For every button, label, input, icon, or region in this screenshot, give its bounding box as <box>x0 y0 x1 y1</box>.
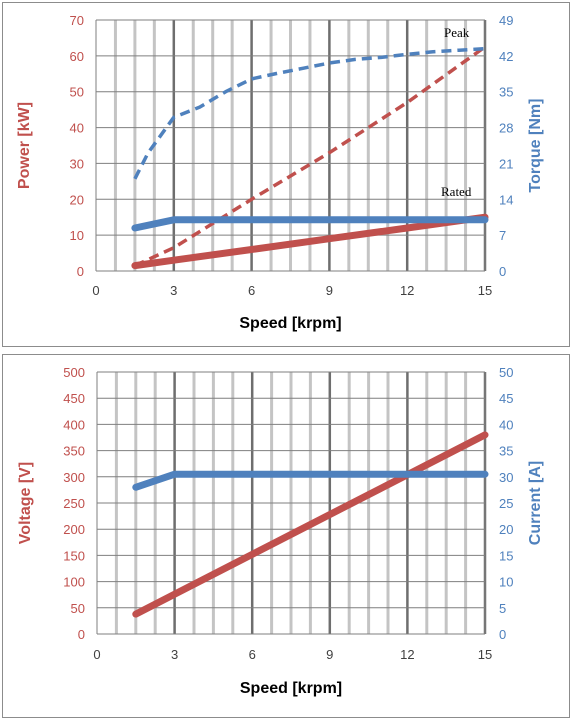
right-axis-tick-label: 35 <box>499 85 513 100</box>
left-axis-tick-label: 100 <box>63 575 85 590</box>
left-axis-dashed-series-line <box>134 45 487 268</box>
left-axis-tick-label: 450 <box>63 391 85 406</box>
power-torque-chart-panel: 0 10 20 30 40 50 60 70 0 7 14 21 28 35 42 49 0 3 6 9 12 15 Pow… <box>2 2 570 347</box>
right-axis-solid-series-line <box>131 216 489 232</box>
right-axis-title: Current [A] <box>527 461 544 545</box>
left-axis-tick-label: 350 <box>63 444 85 459</box>
right-axis-tick-label: 10 <box>499 575 513 590</box>
right-axis-tick-label: 20 <box>499 522 513 537</box>
annotation-label: Peak <box>444 25 470 40</box>
left-axis-title: Voltage [V] <box>17 462 34 544</box>
annotation-label: Rated <box>441 184 472 199</box>
x-axis-title: Speed [krpm] <box>240 680 342 697</box>
left-axis-tick-label: 50 <box>70 85 84 100</box>
x-axis-tick-label: 6 <box>249 647 256 662</box>
x-axis-tick-label: 15 <box>478 647 492 662</box>
right-axis-tick-label: 0 <box>499 627 506 642</box>
right-axis-tick-label: 40 <box>499 417 513 432</box>
x-axis-tick-label: 15 <box>478 283 492 298</box>
right-axis-tick-label: 0 <box>499 264 506 279</box>
x-axis-tick-label: 9 <box>326 283 333 298</box>
power-torque-chart: 0 10 20 30 40 50 60 70 0 7 14 21 28 35 42 49 0 3 6 9 12 15 Pow… <box>16 13 544 332</box>
left-axis-tick-label: 0 <box>78 627 85 642</box>
voltage-current-chart: 0501001502002503003504004505000510152025… <box>17 365 544 697</box>
left-axis-tick-label: 300 <box>63 470 85 485</box>
x-axis-tick-label: 6 <box>248 283 255 298</box>
right-axis-tick-label: 42 <box>499 49 513 64</box>
x-axis-tick-label: 12 <box>400 283 414 298</box>
left-axis-tick-label: 500 <box>63 365 85 380</box>
right-axis-tick-label: 21 <box>499 156 513 171</box>
right-axis-tick-label: 50 <box>499 365 513 380</box>
x-axis-tick-label: 0 <box>93 647 100 662</box>
left-axis-title: Power [kW] <box>16 102 33 189</box>
x-axis-tick-label: 12 <box>400 647 414 662</box>
x-axis-tick-label: 3 <box>170 283 177 298</box>
left-axis-tick-label: 30 <box>70 156 84 171</box>
left-axis-solid-series-line <box>131 213 489 270</box>
left-axis-tick-label: 20 <box>70 192 84 207</box>
right-axis-tick-label: 25 <box>499 496 513 511</box>
left-axis-tick-label: 250 <box>63 496 85 511</box>
right-axis-tick-label: 28 <box>499 121 513 136</box>
left-axis-tick-label: 40 <box>70 121 84 136</box>
right-axis-tick-label: 7 <box>499 228 506 243</box>
x-axis-tick-label: 9 <box>326 647 333 662</box>
voltage-current-chart-panel: 0 50 100 150 200 250 300 350 400 450 500 0 5 10 15 20 25… <box>2 354 570 718</box>
left-axis-tick-label: 150 <box>63 548 85 563</box>
left-axis-tick-label: 0 <box>77 264 84 279</box>
right-axis-solid-series-line <box>132 470 489 491</box>
right-axis-tick-label: 45 <box>499 391 513 406</box>
left-axis-tick-label: 70 <box>70 13 84 28</box>
left-axis-tick-label: 50 <box>71 601 85 616</box>
left-axis-solid-series-line <box>132 431 489 618</box>
left-axis-tick-label: 10 <box>70 228 84 243</box>
right-axis-tick-label: 15 <box>499 548 513 563</box>
right-axis-title: Torque [Nm] <box>527 99 544 193</box>
right-axis-dashed-series-line <box>133 46 486 180</box>
left-axis-tick-label: 400 <box>63 417 85 432</box>
right-axis-tick-label: 35 <box>499 444 513 459</box>
left-axis-tick-label: 200 <box>63 522 85 537</box>
x-axis-tick-label: 0 <box>92 283 99 298</box>
right-axis-tick-label: 5 <box>499 601 506 616</box>
right-axis-tick-label: 49 <box>499 13 513 28</box>
x-axis-tick-label: 3 <box>171 647 178 662</box>
left-axis-tick-label: 60 <box>70 49 84 64</box>
right-axis-tick-label: 14 <box>499 192 513 207</box>
right-axis-tick-label: 30 <box>499 470 513 485</box>
x-axis-title: Speed [krpm] <box>239 315 341 332</box>
